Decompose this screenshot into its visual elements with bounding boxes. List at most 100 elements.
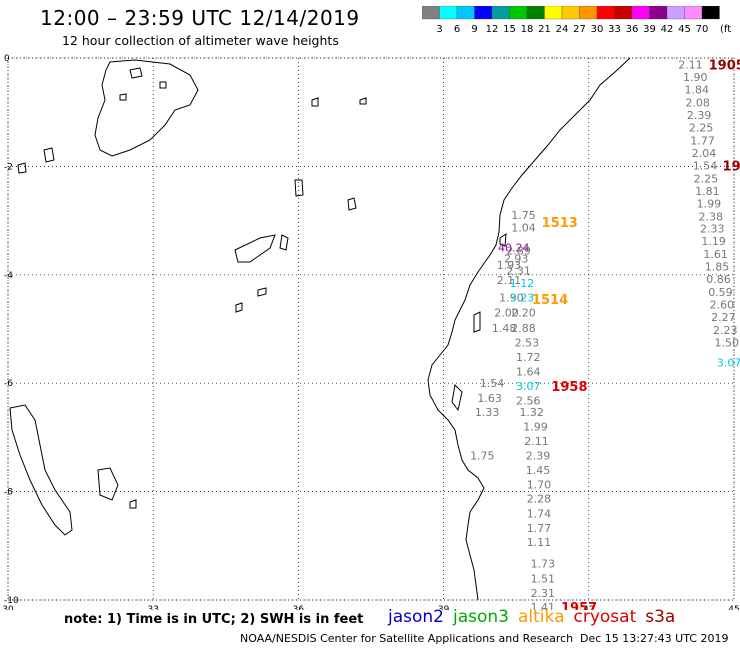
wave-height-value: 2.00 <box>494 307 519 320</box>
lake-manyara <box>279 234 289 251</box>
map-subtitle: 12 hour collection of altimeter wave hei… <box>62 33 339 48</box>
wave-height-value: 1.70 <box>527 479 552 492</box>
pass-number-label: 1514 <box>532 293 568 308</box>
lake-small-4 <box>257 287 267 297</box>
wave-height-value: 3.07 <box>516 380 541 393</box>
lake-small-7 <box>359 97 367 105</box>
colorbar-label: 21 <box>538 24 551 34</box>
pass-number-label: 1513 <box>542 216 578 231</box>
wave-height-value: 1.99 <box>523 421 548 434</box>
wave-height-value: 1.77 <box>527 522 552 535</box>
colorbar-label: 18 <box>521 24 534 34</box>
wave-height-value: 1.75 <box>470 449 495 462</box>
colorbar-label: 12 <box>486 24 499 34</box>
wave-height-value: 1.73 <box>531 558 556 571</box>
lake-natron <box>294 179 304 197</box>
wave-height-value: 1.41 <box>531 601 556 610</box>
longitude-tick-label: 45 <box>728 605 739 610</box>
generated-timestamp: Dec 15 13:27:43 UTC 2019 <box>580 632 729 645</box>
colorbar-label: 33 <box>608 24 621 34</box>
wave-height-value: 2.39 <box>526 449 551 462</box>
wave-height-value: 2.23 <box>713 324 738 337</box>
mafia-island <box>451 383 463 412</box>
latitude-tick-label: -2 <box>4 162 13 172</box>
wave-height-value: 1.81 <box>695 185 720 198</box>
coastline-east-africa <box>427 57 631 601</box>
colorbar-label: 27 <box>573 24 586 34</box>
pass-number-label: 1957 <box>561 601 597 610</box>
latitude-tick-label: -4 <box>4 271 13 281</box>
longitude-tick-label: 42 <box>583 605 594 610</box>
wave-height-value: 2.28 <box>527 493 552 506</box>
wave-height-value: 2.53 <box>515 337 540 350</box>
wave-height-value: 2.88 <box>511 322 536 335</box>
satellite-legend-jason3: jason3 <box>453 607 509 627</box>
wave-height-value: 2.27 <box>711 311 736 324</box>
wave-height-values: 2.111.901.842.082.392.251.772.041.542.25… <box>470 59 740 610</box>
credit-line: NOAA/NESDIS Center for Satellite Applica… <box>240 632 574 645</box>
wave-height-value: 1.54 <box>693 159 718 172</box>
latitude-tick-label: -6 <box>4 379 13 389</box>
wave-height-value: 1.63 <box>477 392 502 405</box>
lake-small-3 <box>347 197 357 211</box>
wave-height-value: 2.31 <box>506 264 531 277</box>
wave-height-value: 0.59 <box>708 286 733 299</box>
wave-height-value: 2.89 <box>506 244 531 257</box>
wave-height-map: 30 33 36 39 42 450-2-4-6-8-10 2.111.901.842.0… <box>2 54 740 610</box>
wave-height-value: 1.04 <box>511 222 536 235</box>
map-gridlines <box>7 57 735 601</box>
lake-small-5 <box>235 302 243 313</box>
wave-height-value: 1.19 <box>701 235 726 248</box>
colorbar-label: 30 <box>591 24 604 34</box>
colorbar-label: 3 <box>436 24 442 34</box>
latitude-tick-label: -8 <box>4 488 13 498</box>
wave-height-value: 2.20 <box>511 307 536 320</box>
wave-height-value: 2.33 <box>700 223 725 236</box>
wave-height-value: 1.45 <box>526 464 551 477</box>
wave-height-value: 1.85 <box>705 261 730 274</box>
latitude-tick-label: 0 <box>4 54 10 64</box>
longitude-tick-label: 30 <box>2 605 14 610</box>
longitude-tick-label: 39 <box>438 605 450 610</box>
lake-rukwa <box>97 467 119 501</box>
wave-height-value: 1.54 <box>480 377 505 390</box>
colorbar-label: 36 <box>626 24 639 34</box>
map-title: 12:00 – 23:59 UTC 12/14/2019 <box>40 6 360 30</box>
pass-labels: 19051915131514195819571956 <box>532 59 740 610</box>
wave-height-value: 1.72 <box>516 351 541 364</box>
wave-height-value: 0.86 <box>706 273 731 286</box>
wave-height-value: 40.24 <box>498 242 530 255</box>
colorbar-label: 70 <box>696 24 709 34</box>
wave-height-value: 1.90 <box>499 292 524 305</box>
axis-labels: 30 33 36 39 42 45 0 -2 -4 -6 -8 -10 <box>2 54 739 610</box>
colorbar-label: 42 <box>661 24 674 34</box>
lake-eyasi <box>234 234 276 263</box>
wave-height-value: 1.50 <box>714 337 739 350</box>
colorbar-label: 15 <box>503 24 516 34</box>
lake-victoria-islands <box>119 67 167 101</box>
satellite-legend-s3a: s3a <box>645 607 676 627</box>
wave-height-value: 2.11 <box>497 274 522 287</box>
lake-small-2 <box>17 162 27 174</box>
wave-height-value: 1.64 <box>516 365 541 378</box>
wave-height-value: 1.32 <box>519 406 544 419</box>
lake-small-6 <box>311 97 319 107</box>
wave-height-value: 2.04 <box>692 147 717 160</box>
wave-height-value: 1.12 <box>510 277 535 290</box>
pass-number-label: 1958 <box>551 380 587 395</box>
wave-height-value: 2.93 <box>504 253 529 266</box>
wave-height-value: 2.11 <box>678 59 703 72</box>
zanzibar-island <box>473 311 481 333</box>
wave-height-value: 2.11 <box>524 435 549 448</box>
pemba-island <box>499 233 507 247</box>
colorbar-label: (ft) <box>720 24 732 34</box>
wave-height-value: 3.07 <box>717 357 740 370</box>
wave-height-value: 1.77 <box>690 134 715 147</box>
pass-number-label: 19 <box>723 159 740 174</box>
wave-height-value: 2.60 <box>710 299 735 312</box>
coastline <box>9 57 631 601</box>
wave-height-value: 1.90 <box>683 71 708 84</box>
wave-height-value: 2.31 <box>531 587 556 600</box>
wave-height-value: 2.25 <box>694 172 719 185</box>
